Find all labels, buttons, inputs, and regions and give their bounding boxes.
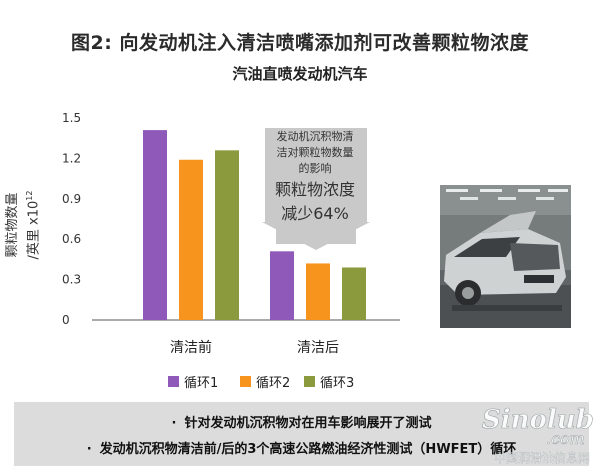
x-axis-labels: 清洁前 清洁后 — [170, 339, 339, 356]
y-tick-label: 0.3 — [62, 273, 81, 287]
callout-layer — [262, 128, 370, 250]
y-axis-label-line2: /英里 x10 — [26, 200, 42, 260]
bar-before-cycle1 — [143, 130, 167, 320]
legend-label-cycle1: 循环1 — [184, 375, 219, 391]
figure-subtitle: 汽油直喷发动机汽车 — [232, 65, 368, 83]
bar-layer — [143, 130, 366, 320]
callout-small-line1: 发动机沉积物清 — [276, 130, 354, 143]
figure-title: 图2: 向发动机注入清洁喷嘴添加剂可改善颗粒物浓度 — [71, 32, 529, 54]
callout-small-line3: 的影响 — [298, 162, 332, 175]
y-tick-label: 0.9 — [62, 192, 81, 206]
callout-big-line2: 减少64% — [281, 204, 349, 223]
notes-panel: · 针对发动机沉积物对在用车影响展开了测试 · 发动机沉积物清洁前/后的3个高速公路… — [14, 402, 589, 466]
callout-box — [265, 128, 367, 244]
bar-before-cycle3 — [215, 150, 239, 320]
note-bullet: · — [86, 442, 92, 457]
callout-annotation: 发动机沉积物清 洁对颗粒物数量 的影响 颗粒物浓度 减少64% — [264, 129, 366, 225]
bar-before-cycle2 — [179, 159, 203, 320]
legend-item-cycle2: 循环2 — [240, 372, 291, 391]
y-tick-label: 0.6 — [62, 232, 81, 246]
legend-swatch-cycle1 — [168, 375, 179, 387]
y-tick-label: 1.5 — [62, 111, 81, 125]
bar-after-cycle2 — [306, 263, 330, 320]
chart-legend: 循环1 循环2 循环3 — [0, 372, 600, 391]
bar-after-cycle3 — [342, 267, 366, 320]
car-photo-illustration — [440, 185, 571, 328]
y-tick-label: 0 — [62, 313, 70, 327]
callout-small-line2: 洁对颗粒物数量 — [276, 146, 354, 159]
car-engine-test-photo — [440, 185, 571, 328]
x-category-label: 清洁前 — [170, 339, 212, 356]
note-line-1: · 针对发动机沉积物对在用车影响展开了测试 — [14, 412, 589, 431]
x-category-label: 清洁后 — [297, 340, 339, 356]
callout-big-line1: 颗粒物浓度 — [274, 180, 355, 199]
legend-swatch-cycle3 — [304, 375, 315, 387]
legend-swatch-cycle2 — [240, 375, 251, 387]
callout-arrow — [262, 222, 370, 250]
legend-label-cycle3: 循环3 — [320, 375, 355, 391]
note-bullet: · — [171, 416, 177, 431]
y-tick-label: 1.2 — [62, 151, 81, 165]
y-axis-label: 颗粒物数量 /英里 x1012 — [4, 165, 44, 285]
legend-item-cycle3: 循环3 — [304, 372, 355, 391]
legend-item-cycle1: 循环1 — [168, 372, 219, 391]
legend-label-cycle2: 循环2 — [256, 375, 291, 391]
y-axis-label-exponent: 12 — [25, 190, 34, 201]
note-text-1: 针对发动机沉积物对在用车影响展开了测试 — [184, 416, 432, 431]
note-text-2: 发动机沉积物清洁前/后的3个高速公路燃油经济性测试（HWFET）循环 — [99, 442, 517, 457]
bar-after-cycle1 — [270, 251, 294, 320]
y-axis-label-line1: 颗粒物数量 — [5, 192, 20, 258]
note-line-2: · 发动机沉积物清洁前/后的3个高速公路燃油经济性测试（HWFET）循环 — [14, 438, 589, 457]
